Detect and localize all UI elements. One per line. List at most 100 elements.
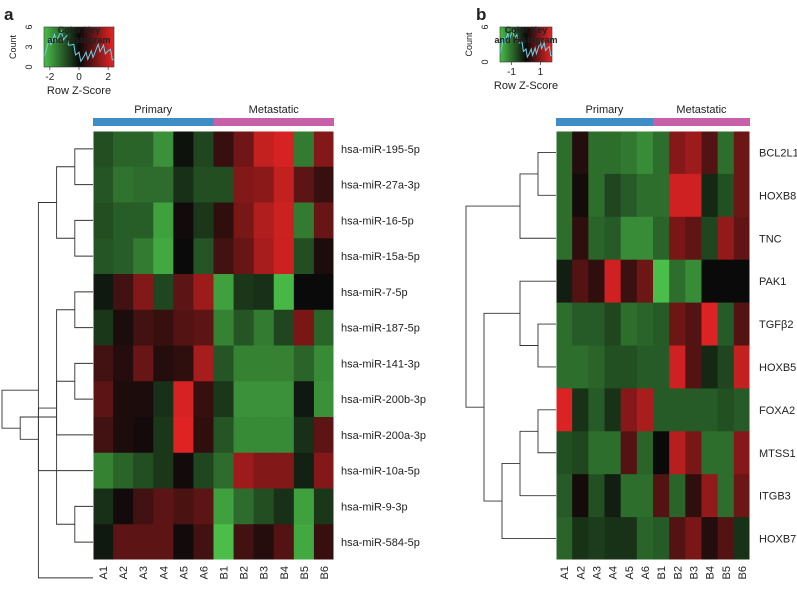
heatmap-cell — [153, 488, 174, 525]
row-label: BCL2L1 — [759, 147, 797, 159]
heatmap-cell — [588, 131, 605, 175]
heatmap-cell — [685, 173, 702, 218]
column-label: A2 — [575, 566, 587, 579]
heatmap-cell — [153, 381, 174, 418]
heatmap-cell — [685, 388, 702, 432]
heatmap-cell — [733, 517, 751, 561]
heatmap-cell — [113, 488, 134, 525]
heatmap-cell — [604, 173, 622, 218]
color-key-xtick: 2 — [105, 72, 111, 83]
heatmap-cell — [701, 345, 719, 389]
row-label: TNC — [759, 233, 782, 245]
heatmap-cell — [273, 417, 295, 454]
heatmap-cell — [273, 488, 295, 525]
column-label: B4 — [279, 566, 291, 579]
heatmap-cell — [293, 202, 315, 239]
heatmap-cell — [313, 417, 335, 454]
heatmap-cell — [213, 166, 234, 203]
heatmap-cell — [572, 345, 589, 389]
heatmap-cell — [253, 381, 275, 418]
heatmap-cell — [93, 417, 114, 454]
color-key-frame — [499, 26, 553, 63]
heatmap-cell — [556, 173, 573, 218]
heatmap-cell — [701, 173, 719, 218]
heatmap-cell — [93, 202, 114, 239]
heatmap-cell — [733, 216, 751, 261]
heatmap-cell — [653, 131, 670, 175]
heatmap-cell — [572, 474, 589, 518]
heatmap-cell — [253, 345, 275, 382]
heatmap-cell — [620, 388, 638, 432]
heatmap-cell — [717, 173, 735, 218]
heatmap-cell — [701, 517, 719, 561]
color-key-subtitle: and Histogram — [494, 35, 557, 45]
heatmap-cell — [113, 131, 134, 168]
heatmap-cell — [273, 166, 295, 203]
heatmap-cell — [173, 309, 194, 346]
heatmap-cell — [193, 309, 214, 346]
row-label: hsa-miR-9-3p — [341, 501, 408, 513]
heatmap-cell — [636, 474, 654, 518]
dendrogram-branch — [74, 219, 93, 257]
heatmap-cell — [293, 166, 315, 203]
heatmap-cell — [717, 131, 735, 175]
heatmap-cell — [153, 274, 174, 311]
heatmap-cell — [193, 345, 214, 382]
heatmap-cell — [604, 131, 622, 175]
heatmap-cell — [620, 131, 638, 175]
panel-a-letter: a — [4, 5, 14, 24]
heatmap-cell — [133, 488, 154, 525]
heatmap-cell — [701, 259, 719, 303]
heatmap-cell — [669, 388, 686, 432]
heatmap-cell — [685, 517, 702, 561]
color-key-ytick: 0 — [480, 59, 490, 64]
heatmap-cell — [556, 259, 573, 303]
heatmap-cell — [293, 131, 315, 168]
heatmap-cell — [173, 524, 194, 561]
heatmap-cell — [113, 452, 134, 489]
heatmap-cell — [620, 517, 638, 561]
color-key-title: Color Key — [505, 25, 548, 35]
heatmap-cell — [233, 131, 255, 168]
heatmap-cell — [173, 274, 194, 311]
heatmap-cell — [701, 474, 719, 518]
heatmap-cell — [253, 238, 275, 275]
heatmap-cell — [620, 345, 638, 389]
heatmap-cell — [572, 388, 589, 432]
heatmap-cell — [572, 431, 589, 475]
heatmap-cell — [653, 216, 670, 261]
heatmap-cell — [173, 166, 194, 203]
heatmap-cell — [588, 431, 605, 475]
row-label: PAK1 — [759, 276, 786, 288]
heatmap-cell — [193, 488, 214, 525]
heatmap-cell — [653, 302, 670, 346]
heatmap-cell — [253, 131, 275, 168]
color-key-ytick: 6 — [24, 24, 34, 29]
heatmap-cell — [213, 202, 234, 239]
heatmap-cell — [193, 417, 214, 454]
heatmap-cell — [636, 517, 654, 561]
color-key-xtick: -2 — [45, 72, 54, 83]
dendrogram-branch — [74, 291, 93, 329]
heatmap-cell — [153, 166, 174, 203]
dendrogram-branch — [465, 205, 520, 408]
heatmap-cell — [173, 345, 194, 382]
heatmap-cell — [193, 524, 214, 561]
heatmap-cell — [293, 488, 315, 525]
heatmap-cell — [273, 238, 295, 275]
heatmap-cell — [133, 345, 154, 382]
row-label: hsa-miR-7-5p — [341, 287, 408, 299]
heatmap-cell — [93, 309, 114, 346]
heatmap-cell — [717, 431, 735, 475]
heatmap-cell — [173, 381, 194, 418]
row-label: FOXA2 — [759, 405, 795, 417]
heatmap-cell — [588, 345, 605, 389]
heatmap-cell — [572, 259, 589, 303]
heatmap-cell — [93, 488, 114, 525]
group-bar-metastatic — [653, 118, 750, 126]
heatmap-cell — [620, 173, 638, 218]
heatmap-cell — [113, 274, 134, 311]
group-label-metastatic: Metastatic — [249, 104, 300, 116]
heatmap-cell — [636, 259, 654, 303]
heatmap-cell — [572, 131, 589, 175]
